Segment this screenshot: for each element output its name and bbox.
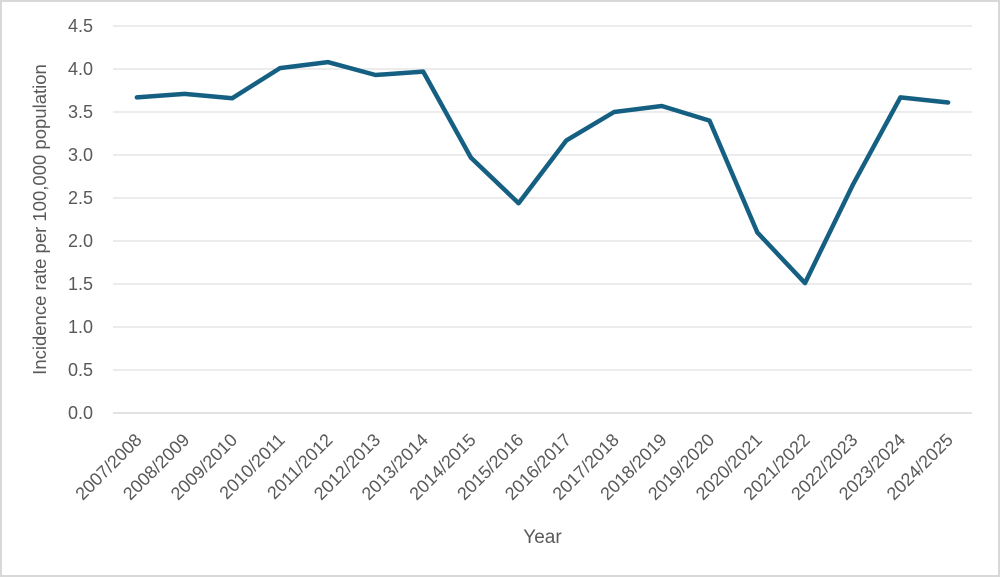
y-axis-tick-labels: 0.0 0.5 1.0 1.5 2.0 2.5 3.0 3.5 4.0 4.5 <box>68 16 93 423</box>
data-series <box>134 59 951 286</box>
incidence-rate-line <box>134 59 951 286</box>
y-tick-label: 0.0 <box>68 403 93 423</box>
y-tick-label: 0.5 <box>68 360 93 380</box>
x-axis-tick-labels: 2007/20082008/20092009/20102010/20112011… <box>71 430 957 504</box>
gridlines <box>113 25 972 414</box>
y-tick-label: 1.5 <box>68 274 93 294</box>
y-tick-label: 4.5 <box>68 16 93 36</box>
y-tick-label: 4.0 <box>68 59 93 79</box>
y-tick-label: 2.0 <box>68 231 93 251</box>
x-axis-title: Year <box>523 527 562 548</box>
y-tick-label: 3.5 <box>68 102 93 122</box>
y-tick-label: 2.5 <box>68 188 93 208</box>
y-tick-label: 3.0 <box>68 145 93 165</box>
y-tick-label: 1.0 <box>68 317 93 337</box>
y-axis-title: Incidence rate per 100,000 population <box>29 64 50 375</box>
